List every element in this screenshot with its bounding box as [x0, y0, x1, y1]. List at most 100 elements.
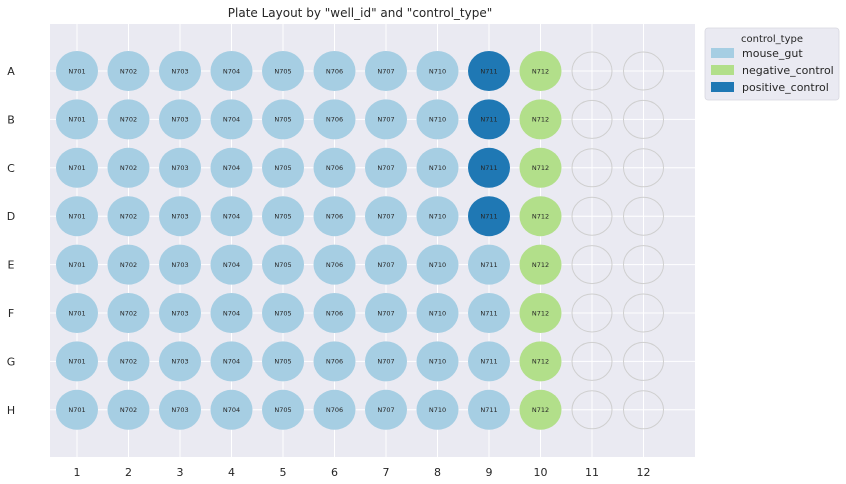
well-F7 — [365, 293, 407, 333]
well-B6 — [313, 99, 356, 140]
well-B8 — [416, 99, 459, 140]
well-label: N701 — [68, 67, 85, 75]
empty-well-A11 — [571, 51, 613, 91]
empty-well-G11 — [571, 341, 613, 381]
well-label: N703 — [171, 261, 188, 269]
well-label: N704 — [223, 406, 240, 414]
well-label: N707 — [377, 261, 394, 269]
well-E1 — [56, 244, 98, 285]
y-tick-label: G — [7, 355, 16, 368]
legend-label: negative_control — [742, 64, 834, 77]
well-label: N705 — [274, 406, 291, 414]
well-label: N710 — [429, 164, 446, 172]
well-E2 — [107, 244, 150, 285]
well-C7 — [365, 147, 407, 188]
y-tick-label: H — [7, 404, 15, 417]
well-label: N702 — [120, 309, 137, 317]
well-H2 — [107, 389, 150, 430]
well-label: N707 — [377, 358, 394, 366]
x-tick-label: 7 — [383, 466, 390, 479]
well-C6 — [313, 147, 356, 188]
well-label: N701 — [68, 261, 85, 269]
well-label: N707 — [377, 309, 394, 317]
well-B4 — [210, 99, 253, 140]
x-tick-label: 8 — [434, 466, 441, 479]
well-D2 — [107, 196, 150, 237]
well-A6 — [313, 51, 356, 91]
well-label: N706 — [326, 406, 343, 414]
well-F9 — [468, 293, 510, 333]
y-tick-label: A — [7, 65, 15, 78]
well-E6 — [313, 244, 356, 285]
well-A1 — [56, 51, 98, 91]
y-tick-label: E — [8, 259, 15, 272]
plot-area — [50, 24, 695, 457]
well-label: N705 — [274, 67, 291, 75]
well-label: N706 — [326, 213, 343, 221]
x-axis-ticks: 1 2 3 4 5 6 7 8 9 10 11 12 — [74, 466, 651, 479]
well-label: N711 — [480, 261, 497, 269]
legend-label: positive_control — [742, 81, 829, 94]
well-label: N710 — [429, 213, 446, 221]
well-D4 — [210, 196, 253, 237]
well-label: N702 — [120, 164, 137, 172]
well-label: N702 — [120, 213, 137, 221]
well-A7 — [365, 51, 407, 91]
well-B5 — [262, 99, 304, 140]
well-label: N704 — [223, 67, 240, 75]
well-A10 — [519, 51, 562, 91]
well-F10 — [519, 293, 562, 333]
well-label: N712 — [532, 406, 549, 414]
well-label: N704 — [223, 213, 240, 221]
well-F1 — [56, 293, 98, 333]
well-C3 — [159, 147, 201, 188]
well-label: N701 — [68, 213, 85, 221]
well-label: N707 — [377, 67, 394, 75]
well-label: N702 — [120, 406, 137, 414]
x-tick-label: 10 — [534, 466, 548, 479]
well-label: N705 — [274, 309, 291, 317]
well-label: N707 — [377, 116, 394, 124]
well-B9 — [468, 99, 510, 140]
well-C10 — [519, 147, 562, 188]
well-label: N701 — [68, 406, 85, 414]
empty-well-C12 — [623, 148, 664, 188]
well-label: N705 — [274, 164, 291, 172]
well-A5 — [262, 51, 304, 91]
well-label: N712 — [532, 358, 549, 366]
well-label: N707 — [377, 213, 394, 221]
x-tick-label: 6 — [331, 466, 338, 479]
well-G8 — [416, 341, 459, 382]
legend: control_type mouse_gut negative_controlpo… — [704, 27, 840, 101]
well-C4 — [210, 147, 253, 188]
well-label: N712 — [532, 261, 549, 269]
well-G9 — [468, 341, 510, 382]
well-D8 — [416, 196, 459, 237]
x-tick-label: 1 — [74, 466, 81, 479]
well-label: N711 — [480, 406, 497, 414]
well-F2 — [107, 293, 150, 333]
well-F3 — [159, 293, 201, 333]
well-label: N703 — [171, 406, 188, 414]
well-H10 — [519, 389, 562, 430]
well-A2 — [107, 51, 150, 91]
well-label: N704 — [223, 261, 240, 269]
well-label: N706 — [326, 164, 343, 172]
well-label: N710 — [429, 309, 446, 317]
well-C1 — [56, 147, 98, 188]
well-D5 — [262, 196, 304, 237]
empty-well-C11 — [571, 148, 613, 188]
well-G3 — [159, 341, 201, 382]
legend-title: control_type — [741, 34, 803, 45]
well-E9 — [468, 244, 510, 285]
well-F5 — [262, 293, 304, 333]
well-label: N703 — [171, 164, 188, 172]
well-label: N702 — [120, 358, 137, 366]
legend-swatch — [711, 48, 734, 58]
well-label: N712 — [532, 67, 549, 75]
well-A8 — [416, 51, 459, 91]
well-A3 — [159, 51, 201, 91]
empty-well-H11 — [571, 390, 613, 430]
well-label: N711 — [480, 213, 497, 221]
well-label: N702 — [120, 261, 137, 269]
